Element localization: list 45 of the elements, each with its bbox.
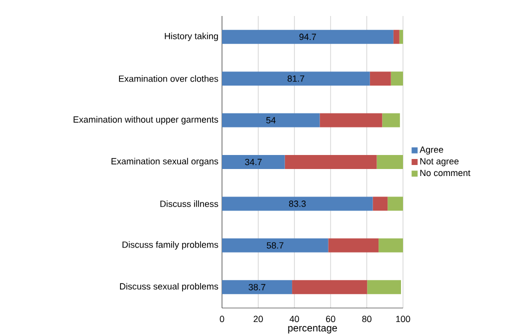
x-tick-label: 0 <box>220 316 224 322</box>
x-tick-label: 100 <box>396 316 410 322</box>
legend-label: No comment <box>420 170 470 176</box>
bar <box>390 72 404 86</box>
x-axis-title: percentage <box>288 324 337 334</box>
bar <box>382 113 400 128</box>
bar <box>222 72 370 86</box>
legend-label: Agree <box>420 146 444 155</box>
bar <box>399 30 404 44</box>
bar <box>367 280 402 294</box>
data-label: 94.7 <box>299 34 316 40</box>
x-tick-label: 40 <box>290 316 300 322</box>
bar <box>292 280 368 294</box>
bar <box>222 196 373 211</box>
bar <box>222 280 292 294</box>
bar <box>372 196 388 211</box>
legend-label: Not agree <box>420 158 459 166</box>
bar <box>376 155 404 170</box>
bar <box>284 155 377 170</box>
bar <box>378 238 404 252</box>
y-tick-label: History taking <box>164 32 218 42</box>
bar <box>393 30 400 44</box>
data-label: 83.3 <box>289 200 306 207</box>
bar <box>320 113 382 128</box>
y-tick-label: Discuss family problems <box>122 241 218 250</box>
data-label: 58.7 <box>266 242 284 249</box>
bar <box>370 72 391 86</box>
y-tick-label: Discuss illness <box>160 200 218 208</box>
bar <box>328 238 379 252</box>
bar <box>222 113 320 128</box>
x-tick-label: 80 <box>362 316 372 322</box>
data-label: 81.7 <box>288 75 304 82</box>
data-label: 38.7 <box>248 284 266 290</box>
y-tick-label: Examination without upper garments <box>74 116 218 124</box>
bar <box>222 30 394 44</box>
y-tick-label: Examination over clothes <box>119 75 218 82</box>
bar <box>388 196 404 211</box>
bar <box>222 155 285 170</box>
data-label: 34.7 <box>245 158 262 166</box>
y-tick-label: Discuss sexual problems <box>120 282 218 292</box>
y-tick-label: Examination sexual organs <box>112 158 218 166</box>
bar <box>222 238 328 252</box>
data-label: 54 <box>266 117 276 124</box>
x-tick-label: 20 <box>254 316 263 322</box>
x-tick-label: 60 <box>326 316 336 322</box>
